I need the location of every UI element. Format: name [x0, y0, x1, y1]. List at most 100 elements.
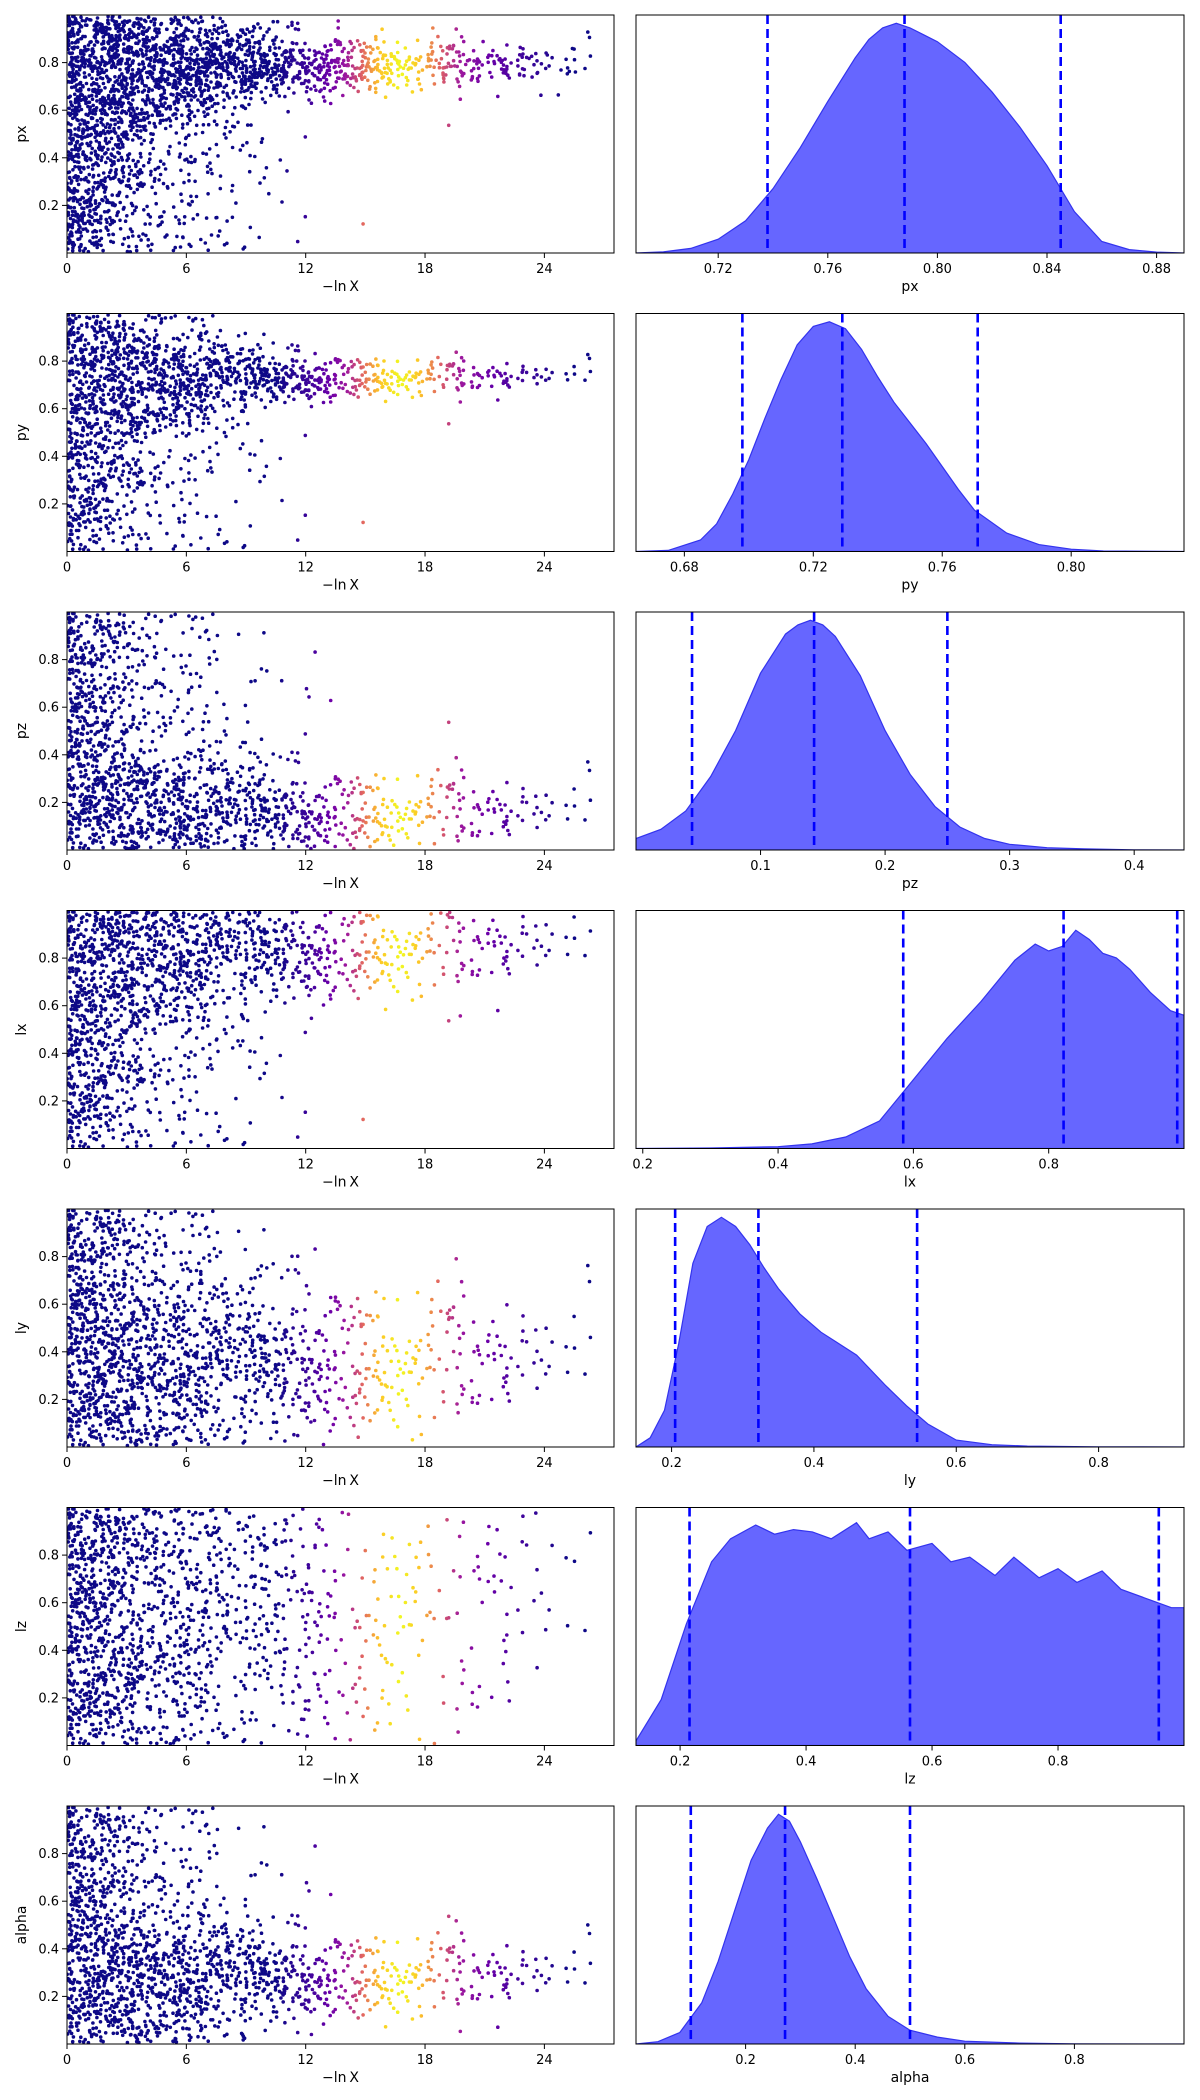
posterior-plot-pz: 0.1 0.2 0.3 0.4 pz	[635, 611, 1185, 892]
trace-xtick-label: 18	[417, 1456, 434, 1471]
panel-row-ly: 0 6 12 18 24 0.2 0.4 0.6 0.8 −ln X ly 0.2 0.4 0.6 0.8 l…	[14, 1208, 1185, 1489]
trace-ytick-label: 0.2	[38, 1990, 59, 2005]
posterior-xtick-label: 0.1	[750, 859, 771, 874]
trace-xtick-label: 18	[417, 1755, 434, 1770]
posterior-plot-lz: 0.2 0.4 0.6 0.8 lz	[635, 1507, 1185, 1788]
posterior-xtick-label: 0.2	[661, 1456, 682, 1471]
trace-xlabel: −ln X	[322, 279, 359, 295]
trace-ytick-label: 0.2	[38, 1393, 59, 1408]
trace-ylabel: lz	[14, 1621, 30, 1632]
trace-points	[67, 1507, 593, 1746]
trace-xtick-label: 0	[63, 561, 71, 576]
posterior-xlabel: ly	[904, 1473, 916, 1489]
posterior-xtick-label: 0.3	[999, 859, 1020, 874]
trace-plot-pz: 0 6 12 18 24 0.2 0.4 0.6 0.8 −ln X pz	[14, 611, 615, 892]
trace-frame	[66, 1208, 615, 1448]
trace-frame	[66, 313, 615, 552]
posterior-xtick-label: 0.6	[922, 1755, 943, 1770]
posterior-frame	[635, 1805, 1185, 2045]
trace-xtick-label: 0	[63, 1456, 71, 1471]
trace-ytick-label: 0.6	[38, 1298, 59, 1313]
posterior-xtick-label: 0.2	[670, 1755, 691, 1770]
trace-points	[67, 910, 593, 1149]
posterior-xlabel: alpha	[891, 2070, 930, 2086]
trace-xtick-label: 12	[297, 1456, 314, 1471]
trace-ytick-label: 0.8	[38, 1250, 59, 1265]
trace-frame	[66, 1507, 615, 1746]
posterior-frame	[635, 910, 1185, 1149]
trace-xtick-label: 24	[536, 2053, 553, 2068]
posterior-xtick-label: 0.6	[903, 1158, 924, 1173]
trace-ytick-label: 0.8	[38, 1847, 59, 1862]
panel-row-pz: 0 6 12 18 24 0.2 0.4 0.6 0.8 −ln X pz 0.1 0.2 0.3 0.4 p…	[14, 611, 1185, 892]
trace-ytick-label: 0.4	[38, 748, 59, 763]
trace-xtick-label: 6	[182, 2053, 190, 2068]
trace-xtick-label: 6	[182, 1158, 190, 1173]
trace-plot-px: 0 6 12 18 24 0.2 0.4 0.6 0.8 −ln X px	[14, 14, 615, 295]
trace-frame	[66, 14, 615, 254]
trace-xtick-label: 18	[417, 2053, 434, 2068]
posterior-xtick-label: 0.6	[946, 1456, 967, 1471]
trace-xtick-label: 12	[297, 859, 314, 874]
posterior-xtick-label: 0.2	[632, 1158, 653, 1173]
trace-ytick-label: 0.6	[38, 999, 59, 1014]
posterior-xlabel: lz	[904, 1772, 915, 1788]
trace-xtick-label: 18	[417, 262, 434, 277]
posterior-plot-px: 0.72 0.76 0.80 0.84 0.88 px	[635, 14, 1185, 295]
trace-xtick-label: 6	[182, 1755, 190, 1770]
posterior-xtick-label: 0.68	[670, 561, 699, 576]
posterior-plot-py: 0.68 0.72 0.76 0.80 py	[635, 313, 1185, 594]
trace-frame	[66, 1805, 615, 2045]
trace-xtick-label: 6	[182, 262, 190, 277]
trace-xlabel: −ln X	[322, 2070, 359, 2086]
trace-ytick-label: 0.2	[38, 796, 59, 811]
posterior-area	[636, 321, 1184, 552]
trace-ytick-label: 0.4	[38, 450, 59, 465]
trace-ytick-label: 0.8	[38, 355, 59, 370]
posterior-xtick-label: 0.88	[1142, 262, 1171, 277]
trace-ytick-label: 0.4	[38, 151, 59, 166]
trace-ytick-label: 0.4	[38, 1345, 59, 1360]
trace-ytick-label: 0.6	[38, 1596, 59, 1611]
trace-xtick-label: 12	[297, 1755, 314, 1770]
trace-xtick-label: 24	[536, 1755, 553, 1770]
trace-xtick-label: 12	[297, 2053, 314, 2068]
trace-xtick-label: 6	[182, 859, 190, 874]
posterior-xlabel: pz	[902, 876, 918, 892]
posterior-xtick-label: 0.2	[875, 859, 896, 874]
posterior-plot-lx: 0.2 0.4 0.6 0.8 lx	[632, 910, 1185, 1191]
trace-frame	[66, 910, 615, 1149]
trace-points	[67, 313, 593, 552]
trace-ytick-label: 0.2	[38, 497, 59, 512]
posterior-xtick-label: 0.8	[1064, 2053, 1085, 2068]
trace-points	[67, 1209, 593, 1447]
trace-plot-alpha: 0 6 12 18 24 0.2 0.4 0.6 0.8 −ln X alpha	[14, 1805, 615, 2086]
posterior-xtick-label: 0.80	[1057, 561, 1086, 576]
trace-xtick-label: 24	[536, 859, 553, 874]
trace-xtick-label: 12	[297, 1158, 314, 1173]
trace-plot-lx: 0 6 12 18 24 0.2 0.4 0.6 0.8 −ln X lx	[14, 910, 615, 1191]
posterior-xlabel: py	[901, 578, 918, 594]
posterior-xtick-label: 0.80	[923, 262, 952, 277]
posterior-xtick-label: 0.4	[845, 2053, 866, 2068]
trace-xtick-label: 6	[182, 1456, 190, 1471]
posterior-xtick-label: 0.2	[735, 2053, 756, 2068]
trace-ylabel: alpha	[14, 1906, 30, 1945]
panel-row-lx: 0 6 12 18 24 0.2 0.4 0.6 0.8 −ln X lx 0.2 0.4 0.6 0.8 l…	[14, 910, 1185, 1191]
trace-ytick-label: 0.6	[38, 104, 59, 119]
posterior-area	[636, 929, 1184, 1149]
posterior-xtick-label: 0.72	[704, 262, 733, 277]
trace-xtick-label: 24	[536, 262, 553, 277]
posterior-frame	[635, 1208, 1185, 1448]
trace-ytick-label: 0.4	[38, 1644, 59, 1659]
trace-xlabel: −ln X	[322, 1175, 359, 1191]
posterior-xtick-label: 0.76	[813, 262, 842, 277]
posterior-xtick-label: 0.4	[804, 1456, 825, 1471]
posterior-xtick-label: 0.4	[1124, 859, 1145, 874]
trace-xtick-label: 18	[417, 561, 434, 576]
posterior-xtick-label: 0.84	[1033, 262, 1062, 277]
trace-xtick-label: 0	[63, 1755, 71, 1770]
trace-ytick-label: 0.2	[38, 1691, 59, 1706]
